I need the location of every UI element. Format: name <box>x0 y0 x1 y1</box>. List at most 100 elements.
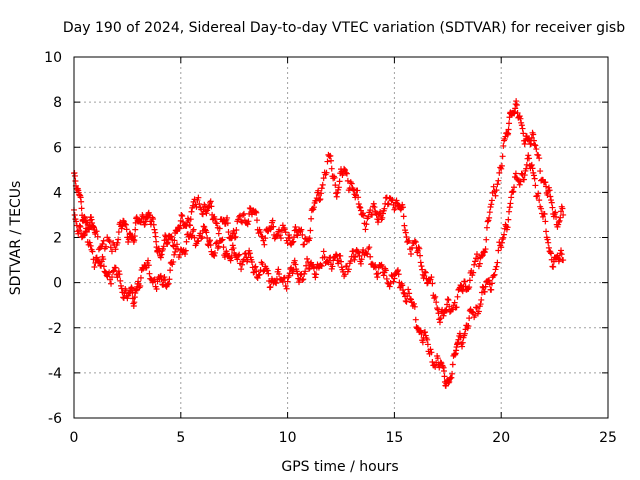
data-point <box>273 233 280 240</box>
data-point <box>245 218 252 225</box>
data-point <box>231 230 238 237</box>
data-point <box>511 184 518 191</box>
data-point <box>512 170 519 177</box>
data-point <box>172 248 179 255</box>
data-point <box>481 288 488 295</box>
data-point <box>408 251 415 258</box>
data-point <box>275 266 282 273</box>
data-point <box>331 174 338 181</box>
data-points <box>71 98 567 389</box>
data-point <box>411 303 418 310</box>
data-point <box>417 259 424 266</box>
x-tick-label: 15 <box>385 430 403 446</box>
data-point <box>521 140 528 147</box>
data-point <box>291 257 298 264</box>
data-point <box>388 272 395 279</box>
data-point <box>505 216 512 223</box>
data-point <box>355 201 362 208</box>
data-point <box>477 301 484 308</box>
data-point <box>557 214 564 221</box>
data-point <box>412 316 419 323</box>
data-point <box>178 211 185 218</box>
data-point <box>100 237 107 244</box>
data-point <box>324 258 331 265</box>
data-point <box>292 223 299 230</box>
data-point <box>492 266 499 273</box>
series-1-points <box>71 152 567 389</box>
data-point <box>99 241 106 248</box>
data-point <box>510 188 517 195</box>
data-point <box>411 238 418 245</box>
data-point <box>360 212 367 219</box>
data-point <box>488 201 495 208</box>
data-point <box>150 277 157 284</box>
data-point <box>504 224 511 231</box>
data-point <box>550 263 557 270</box>
data-point <box>461 330 468 337</box>
data-point <box>329 263 336 270</box>
data-point <box>191 234 198 241</box>
data-point <box>536 155 543 162</box>
data-point <box>116 271 123 278</box>
data-point <box>112 246 119 253</box>
data-point <box>470 269 477 276</box>
data-point <box>445 379 452 386</box>
data-point <box>493 263 500 270</box>
data-point <box>160 243 167 250</box>
chart-title: Day 190 of 2024, Sidereal Day-to-day VTE… <box>63 20 625 36</box>
data-point <box>441 373 448 380</box>
data-point <box>292 261 299 268</box>
data-point <box>342 169 349 176</box>
data-point <box>277 232 284 239</box>
data-point <box>281 226 288 233</box>
data-point <box>168 233 175 240</box>
data-point <box>207 241 214 248</box>
data-point <box>317 196 324 203</box>
data-point <box>436 319 443 326</box>
data-point <box>215 230 222 237</box>
data-point <box>286 231 293 238</box>
data-point <box>333 193 340 200</box>
data-point <box>545 184 552 191</box>
data-point <box>204 207 211 214</box>
data-point <box>232 233 239 240</box>
data-point <box>403 234 410 241</box>
data-point <box>406 237 413 244</box>
data-point <box>478 253 485 260</box>
data-point <box>449 361 456 368</box>
data-point <box>382 267 389 274</box>
data-point <box>323 169 330 176</box>
data-point <box>549 204 556 211</box>
data-point <box>320 248 327 255</box>
data-point <box>348 180 355 187</box>
data-point <box>530 172 537 179</box>
data-point <box>344 177 351 184</box>
data-point <box>496 169 503 176</box>
y-axis-label: SDTVAR / TECUs <box>8 181 24 296</box>
data-point <box>345 266 352 273</box>
data-point <box>556 217 563 224</box>
data-point <box>78 198 85 205</box>
data-point <box>373 270 380 277</box>
x-tick-label: 10 <box>279 430 297 446</box>
data-point <box>253 217 260 224</box>
data-point <box>225 229 232 236</box>
data-point <box>269 217 276 224</box>
data-point <box>299 276 306 283</box>
data-point <box>418 263 425 270</box>
data-point <box>363 250 370 257</box>
data-point <box>488 286 495 293</box>
data-point <box>240 210 247 217</box>
data-point <box>238 266 245 273</box>
data-point <box>264 267 271 274</box>
data-point <box>356 203 363 210</box>
data-point <box>400 213 407 220</box>
data-point <box>488 280 495 287</box>
data-point <box>448 374 455 381</box>
data-point <box>483 224 490 231</box>
data-point <box>347 258 354 265</box>
data-point <box>383 275 390 282</box>
data-point <box>558 251 565 258</box>
data-point <box>403 298 410 305</box>
data-point <box>355 194 362 201</box>
